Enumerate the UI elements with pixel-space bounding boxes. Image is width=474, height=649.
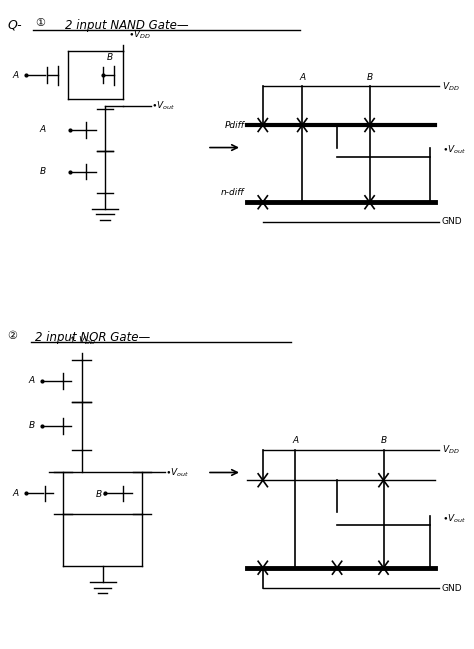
Text: 2 input NAND Gate—: 2 input NAND Gate— bbox=[65, 19, 189, 32]
Text: B$\bullet$: B$\bullet$ bbox=[95, 488, 107, 499]
Text: B: B bbox=[381, 437, 387, 445]
Text: $\bullet V_{out}$: $\bullet V_{out}$ bbox=[442, 143, 466, 156]
Text: A: A bbox=[12, 71, 18, 80]
Text: $V_{DD}$: $V_{DD}$ bbox=[442, 444, 459, 456]
Text: $\bullet V_{out}$: $\bullet V_{out}$ bbox=[442, 513, 466, 525]
Text: $V_{DD}$: $V_{DD}$ bbox=[442, 80, 459, 93]
Text: Pdiff: Pdiff bbox=[224, 121, 244, 130]
Text: A: A bbox=[12, 489, 18, 498]
Text: B: B bbox=[28, 421, 35, 430]
Text: A: A bbox=[299, 73, 305, 82]
Text: $\bullet V_{out}$: $\bullet V_{out}$ bbox=[165, 466, 190, 479]
Text: n-diff: n-diff bbox=[221, 188, 244, 197]
Text: A: A bbox=[28, 376, 35, 386]
Text: $\bullet V_{DD}$: $\bullet V_{DD}$ bbox=[128, 29, 151, 42]
Text: B: B bbox=[107, 53, 113, 62]
Text: $\uparrow V_{DD}$: $\uparrow V_{DD}$ bbox=[67, 334, 96, 347]
Text: GND: GND bbox=[442, 584, 462, 593]
Text: B: B bbox=[40, 167, 46, 176]
Text: A: A bbox=[40, 125, 46, 134]
Text: $\bullet V_{out}$: $\bullet V_{out}$ bbox=[151, 99, 176, 112]
Text: B: B bbox=[366, 73, 373, 82]
Text: ①: ① bbox=[35, 18, 46, 28]
Text: 2 input NOR Gate—: 2 input NOR Gate— bbox=[35, 331, 151, 344]
Text: A: A bbox=[292, 437, 298, 445]
Text: Q-: Q- bbox=[8, 19, 22, 32]
Text: GND: GND bbox=[442, 217, 462, 226]
Text: ②: ② bbox=[8, 331, 18, 341]
